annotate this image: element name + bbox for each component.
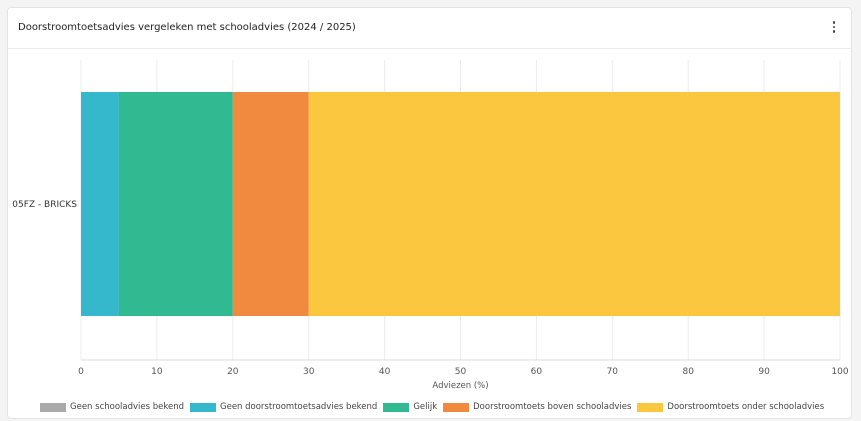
legend-label: Doorstroomtoets onder schooladvies: [667, 402, 825, 412]
chart-title: Doorstroomtoetsadvies vergeleken met sch…: [18, 22, 356, 33]
bar-segment: [118, 92, 233, 316]
x-tick-label: 100: [831, 367, 848, 377]
x-tick-label: 90: [758, 367, 770, 377]
chart-legend: Geen schooladvies bekend Geen doorstroomt…: [40, 402, 824, 412]
legend-swatch: [443, 402, 470, 412]
legend-item[interactable]: Gelijk: [383, 402, 437, 412]
legend-item[interactable]: Geen schooladvies bekend: [40, 402, 184, 412]
x-tick-label: 40: [379, 367, 391, 377]
bar-segment: [232, 92, 309, 316]
legend-swatch: [383, 402, 410, 412]
vertical-ellipsis-icon[interactable]: [829, 18, 839, 36]
x-tick-label: 50: [455, 367, 467, 377]
legend-swatch: [637, 402, 664, 412]
x-tick-label: 20: [227, 367, 239, 377]
header-divider: [8, 48, 851, 49]
legend-label: Geen schooladvies bekend: [70, 402, 184, 412]
bar-segment: [308, 92, 840, 316]
legend-label: Doorstroomtoets boven schooladvies: [473, 402, 632, 412]
x-tick-label: 30: [303, 367, 315, 377]
legend-item[interactable]: Doorstroomtoets boven schooladvies: [443, 402, 631, 412]
x-tick-label: 60: [531, 367, 543, 377]
legend-label: Gelijk: [413, 402, 438, 412]
legend-swatch: [190, 402, 216, 412]
x-axis-title: Adviezen (%): [432, 381, 488, 391]
legend-label: Geen doorstroomtoetsadvies bekend: [220, 402, 378, 412]
x-tick-label: 0: [78, 367, 84, 377]
legend-item[interactable]: Geen doorstroomtoetsadvies bekend: [190, 402, 377, 412]
category-label: 05FZ - BRICKS: [12, 200, 77, 210]
legend-item[interactable]: Doorstroomtoets onder schooladvies: [637, 402, 824, 412]
x-tick-label: 80: [682, 367, 694, 377]
x-tick-label: 70: [607, 367, 619, 377]
x-tick-label: 10: [151, 367, 163, 377]
legend-swatch: [40, 402, 66, 412]
bar-segment: [81, 92, 119, 316]
